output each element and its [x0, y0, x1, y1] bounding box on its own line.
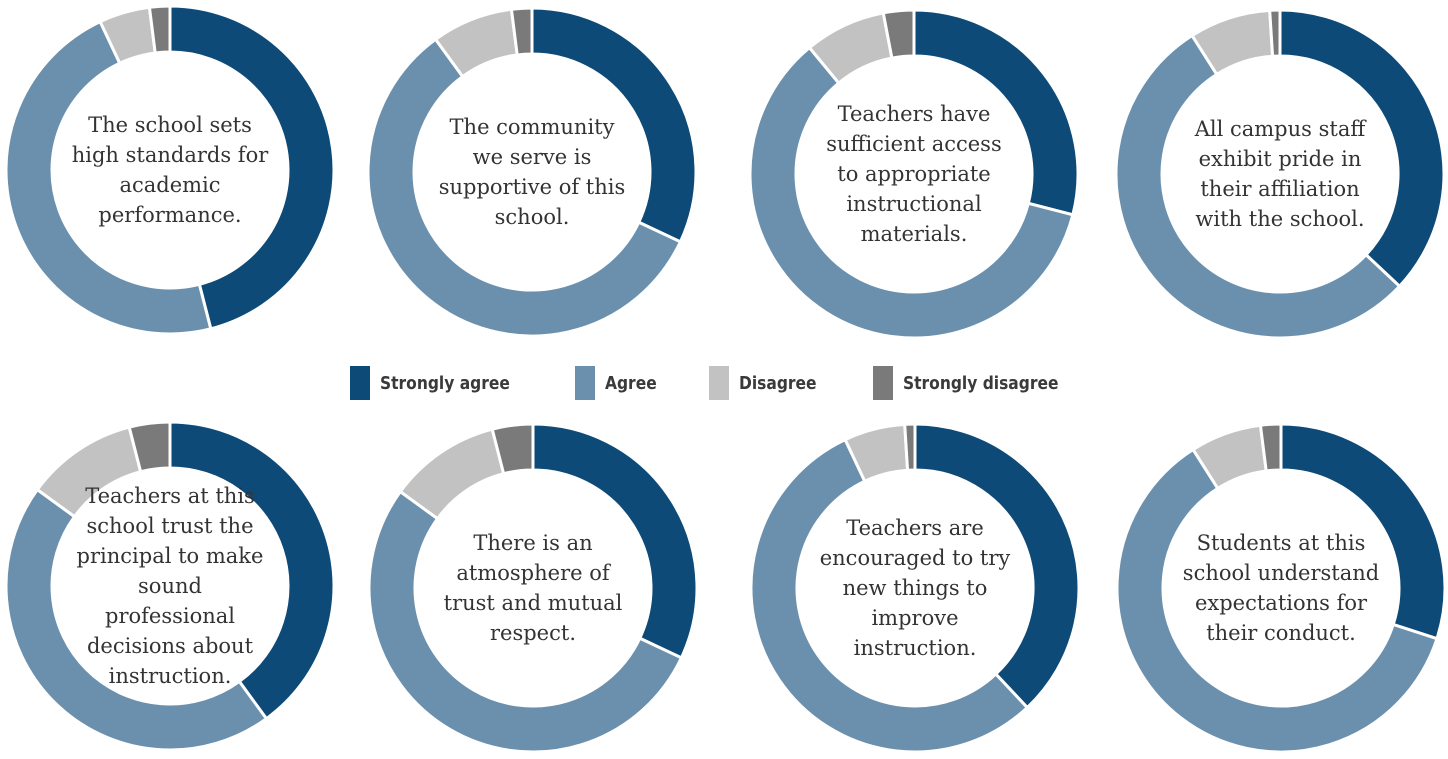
- donut-slice-agree: [4, 487, 269, 752]
- donut-title: The school sets high standards for acade…: [71, 113, 269, 227]
- donut-svg: [749, 422, 1081, 754]
- donut-chart: The community we serve is supportive of …: [364, 4, 700, 340]
- donut-slice-strongly-agree: [912, 8, 1080, 217]
- legend-item-disagree: Disagree: [709, 366, 829, 400]
- legend-swatch: [350, 366, 370, 400]
- donut-slice-strongly-disagree: [881, 8, 916, 60]
- legend-label: Strongly agree: [380, 372, 510, 394]
- donut-title: The community we serve is supportive of …: [438, 115, 626, 229]
- donut-slice-strongly-agree: [913, 422, 1081, 710]
- donut-slice-agree: [4, 19, 213, 336]
- donut-slice-agree: [748, 45, 1075, 340]
- donut-chart: Teachers have sufficient access to appro…: [746, 6, 1082, 342]
- donut-slice-agree: [749, 437, 1030, 754]
- donut-svg: [366, 6, 698, 338]
- donut-svg: [748, 8, 1080, 340]
- donut-chart: The school sets high standards for acade…: [2, 2, 338, 338]
- donut-slice-strongly-disagree: [127, 420, 172, 474]
- legend-item-agree: Agree: [575, 366, 665, 400]
- donut-slice-strongly-agree: [168, 420, 336, 721]
- donut-slice-strongly-disagree: [147, 4, 172, 55]
- donut-title: All campus staff exhibit pride in their …: [1194, 117, 1366, 231]
- donut-title: Teachers are encouraged to try new thing…: [819, 516, 1011, 660]
- legend-swatch: [709, 366, 730, 400]
- donut-slice-strongly-agree: [1278, 8, 1446, 289]
- donut-title: Teachers have sufficient access to appro…: [826, 102, 1002, 246]
- donut-chart: Teachers are encouraged to try new thing…: [747, 420, 1083, 756]
- legend-swatch: [873, 366, 894, 400]
- donut-slice-strongly-disagree: [1258, 422, 1283, 473]
- donut-chart: All campus staff exhibit pride in their …: [1112, 6, 1448, 342]
- legend-label: Disagree: [739, 372, 817, 394]
- legend-swatch: [575, 366, 596, 400]
- legend-label: Strongly disagree: [903, 372, 1059, 394]
- donut-title: There is an atmosphere of trust and mutu…: [443, 531, 623, 645]
- donut-chart: Teachers at this school trust the princi…: [2, 418, 338, 754]
- donut-slice-agree: [1114, 33, 1402, 340]
- donut-slice-strongly-disagree: [490, 422, 535, 476]
- donut-slice-strongly-disagree: [903, 422, 917, 472]
- donut-slice-agree: [367, 489, 684, 754]
- donut-chart: There is an atmosphere of trust and mutu…: [365, 420, 701, 756]
- legend-label: Agree: [605, 372, 657, 394]
- donut-slice-strongly-agree: [168, 4, 336, 331]
- donut-svg: [1114, 8, 1446, 340]
- donut-slice-strongly-disagree: [1268, 8, 1282, 58]
- donut-svg: [4, 4, 336, 336]
- donut-slice-strongly-disagree: [509, 6, 534, 57]
- legend: Strongly agree Agree Disagree Strongly d…: [350, 364, 1110, 402]
- donut-slice-agree: [1115, 447, 1439, 754]
- legend-item-strongly-agree: Strongly agree: [350, 366, 531, 400]
- donut-title: Students at this school understand expec…: [1182, 531, 1380, 645]
- donut-svg: [1115, 422, 1447, 754]
- donut-chart: Students at this school understand expec…: [1113, 420, 1448, 756]
- donut-svg: [4, 420, 336, 752]
- donut-title: Teachers at this school trust the princi…: [76, 484, 264, 688]
- donut-svg: [367, 422, 699, 754]
- legend-item-strongly-disagree: Strongly disagree: [873, 366, 1084, 400]
- donut-slice-agree: [366, 37, 683, 338]
